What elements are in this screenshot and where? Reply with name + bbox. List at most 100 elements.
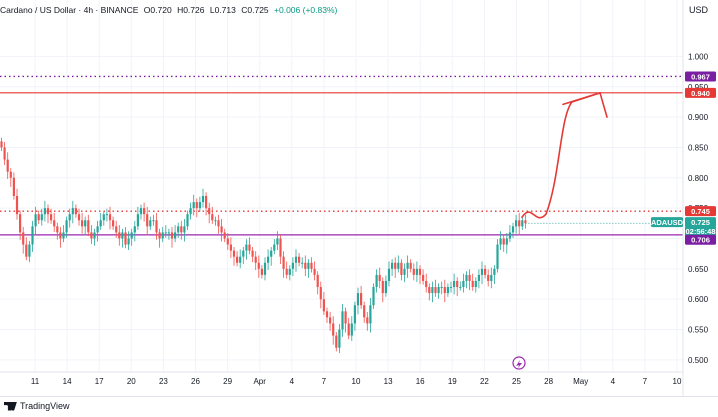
candle xyxy=(46,204,50,224)
candle xyxy=(301,257,304,269)
price-badge-bg xyxy=(685,226,716,237)
candle-body xyxy=(468,274,471,281)
candle-body xyxy=(115,226,118,233)
candle-body xyxy=(375,274,378,288)
candle-body xyxy=(40,214,43,221)
event-marker[interactable] xyxy=(512,356,526,370)
candle xyxy=(53,212,56,232)
candle-body xyxy=(0,141,3,148)
candle xyxy=(180,220,183,240)
price-badge-label: 0.706 xyxy=(691,236,710,245)
candle xyxy=(167,228,170,240)
candle xyxy=(149,216,152,230)
price-tick-label: 0.950 xyxy=(688,83,709,92)
candle-body xyxy=(87,220,90,233)
candle-body xyxy=(484,268,487,275)
candle-body xyxy=(518,220,521,227)
candle xyxy=(220,219,223,242)
candle xyxy=(425,273,428,293)
candle-body xyxy=(301,262,304,264)
candle xyxy=(192,194,195,216)
candle xyxy=(431,281,434,303)
candle xyxy=(174,225,177,243)
candle xyxy=(462,273,465,293)
candle xyxy=(459,281,462,291)
time-tick-label: 22 xyxy=(480,377,489,386)
candle xyxy=(139,204,143,220)
candle-body xyxy=(217,220,220,227)
price-badge[interactable]: ADAUSD xyxy=(651,217,684,228)
price-tick-label: 0.500 xyxy=(688,356,709,365)
candle xyxy=(403,263,406,283)
candle xyxy=(87,214,90,237)
candle xyxy=(307,259,310,278)
candle-body xyxy=(43,208,46,215)
candle-body xyxy=(158,232,161,239)
candle-body xyxy=(139,208,143,215)
currency-label[interactable]: USD xyxy=(689,5,709,15)
low-value: L0.713 xyxy=(209,5,236,15)
candle xyxy=(332,316,335,345)
time-axis[interactable]: 11 14 17 20 23 26 29 Apr 4 7 10 13 16 19 22 25 28 May 4 7 10 xyxy=(0,371,683,386)
symbol-title[interactable]: Cardano / US Dollar · 4h · BINANCE xyxy=(0,5,139,15)
candle xyxy=(394,257,397,278)
tradingview-logo[interactable]: TradingView xyxy=(4,401,70,411)
candle-body xyxy=(335,335,338,348)
candle-body xyxy=(273,244,276,251)
candle-body xyxy=(9,171,12,178)
candle xyxy=(177,222,180,238)
price-tick-label: 0.650 xyxy=(688,265,709,274)
candle-body xyxy=(164,232,167,234)
candle xyxy=(164,225,167,238)
candle-body xyxy=(214,220,217,222)
candle-body xyxy=(226,238,229,245)
candle-body xyxy=(170,232,174,239)
candle-body xyxy=(409,262,412,269)
candle-body xyxy=(338,329,341,348)
candle-body xyxy=(347,323,350,336)
price-badge[interactable]: 02:56:48 xyxy=(685,226,716,237)
candle-body xyxy=(415,268,418,275)
price-badge[interactable]: 0.940 xyxy=(685,87,716,98)
candle-body xyxy=(369,305,372,324)
candle-body xyxy=(245,244,248,251)
price-badge[interactable]: 0.706 xyxy=(685,234,716,245)
candle-body xyxy=(19,214,22,233)
candle-body xyxy=(422,274,425,281)
time-tick-label: 4 xyxy=(611,377,616,386)
candle xyxy=(508,225,511,243)
candle xyxy=(338,324,341,354)
candle xyxy=(415,261,418,283)
calendar-event-icon[interactable] xyxy=(512,356,526,370)
candle-body xyxy=(474,280,477,288)
candle-body xyxy=(248,244,251,251)
candle-body xyxy=(6,159,9,172)
time-tick-label: May xyxy=(573,377,588,386)
candle xyxy=(471,273,474,291)
candle xyxy=(353,301,356,331)
candle xyxy=(350,316,353,342)
candle-body xyxy=(322,299,325,312)
candle-body xyxy=(68,214,71,221)
time-tick-label: 10 xyxy=(352,377,361,386)
candle-body xyxy=(257,262,260,269)
price-tick-label: 1.000 xyxy=(688,52,709,61)
symbol-header: Cardano / US Dollar · 4h · BINANCE O0.72… xyxy=(0,5,340,15)
candle xyxy=(37,210,40,224)
candle-body xyxy=(425,280,428,288)
candle xyxy=(428,283,431,301)
price-tick-label: 0.600 xyxy=(688,295,709,304)
candle xyxy=(96,220,99,242)
time-tick-label: 25 xyxy=(512,377,521,386)
price-badge[interactable]: 0.725 xyxy=(685,217,716,228)
price-badge[interactable]: 0.967 xyxy=(685,71,716,82)
candle xyxy=(118,225,121,246)
price-axis[interactable]: 1.0000.9500.9000.8500.8000.7500.7000.650… xyxy=(651,0,716,396)
candle-body xyxy=(155,220,158,233)
price-badge[interactable]: 0.745 xyxy=(685,206,716,217)
candle-body xyxy=(462,280,465,288)
candle xyxy=(0,137,3,152)
projection-arrow-head xyxy=(562,92,601,106)
candle-body xyxy=(263,262,267,275)
